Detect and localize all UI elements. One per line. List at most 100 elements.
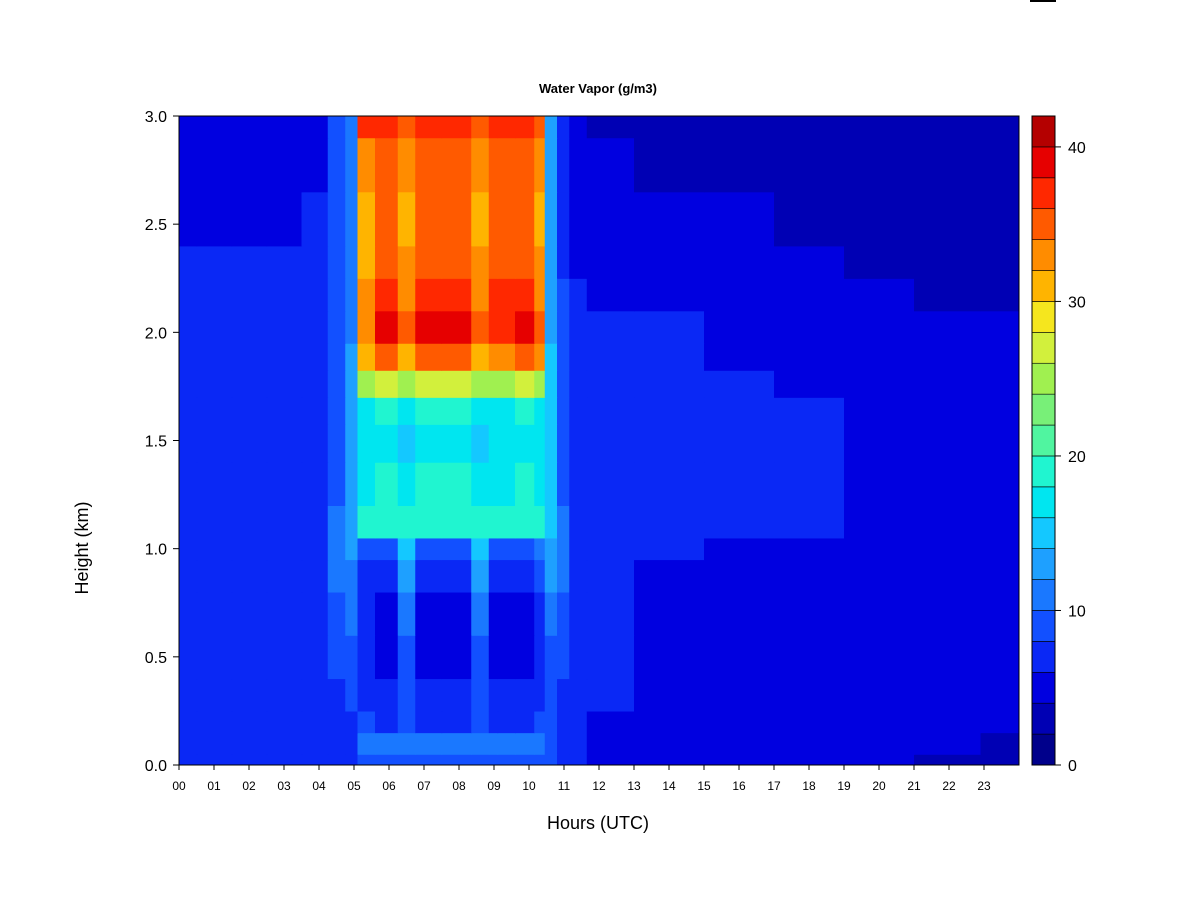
heatmap-cell [266,505,303,539]
heatmap-cell [497,732,516,755]
heatmap-cell [515,397,535,425]
heatmap-cell [375,245,399,279]
heatmap-cell [301,591,329,636]
heatmap-cell [980,635,1019,680]
heatmap-cell [266,343,303,371]
heatmap-cell [471,559,490,593]
heatmap-cell [327,137,346,193]
heatmap-cell [357,732,376,755]
heatmap-cell [515,343,535,371]
heatmap-cell [179,245,198,279]
heatmap-cell [980,537,1019,561]
heatmap-cell [534,278,546,312]
heatmap-cell [586,397,635,425]
heatmap-cell [569,732,588,755]
x-tick-label: 09 [487,779,501,793]
heatmap-cell [515,278,535,312]
heatmap-cell [586,462,635,506]
heatmap-cell [914,137,982,193]
heatmap-cell [569,505,588,539]
heatmap-cell [397,537,416,561]
heatmap-cell [179,462,198,506]
heatmap-cell [497,559,516,593]
heatmap-cell [557,278,570,312]
heatmap-cell [914,732,982,755]
heatmap-cell [196,343,233,371]
heatmap-cell [557,537,570,561]
heatmap-cell [844,310,915,344]
heatmap-cell [569,635,588,680]
heatmap-cell [569,678,588,712]
heatmap-cell [497,397,516,425]
heatmap-cell [844,397,915,425]
x-tick-label: 22 [942,779,956,793]
y-tick-label: 3.0 [145,109,167,126]
heatmap-cell [586,137,635,193]
colorbar-segment [1031,239,1056,271]
heatmap-cell [266,191,303,247]
heatmap-cell [441,310,472,344]
x-tick-label: 04 [312,779,326,793]
heatmap-cell [569,559,588,593]
heatmap-cell [327,397,346,425]
heatmap-cell [557,397,570,425]
heatmap-cell [179,732,198,755]
heatmap-cell [544,754,558,765]
heatmap-cell [634,635,705,680]
heatmap-cell [515,559,535,593]
heatmap-cell [327,370,346,398]
x-tick-label: 06 [382,779,396,793]
heatmap-cell [557,191,570,247]
x-tick-label: 19 [837,779,851,793]
heatmap-cell [357,397,376,425]
heatmap-cell [179,191,198,247]
heatmap-cell [488,710,499,734]
x-tick-label: 17 [767,779,781,793]
heatmap-cell [415,732,443,755]
heatmap-cell [544,591,558,636]
heatmap-cell [844,370,915,398]
heatmap-cell [634,137,705,193]
heatmap-cell [266,424,303,463]
heatmap-cell [231,710,268,734]
heatmap-cell [397,245,416,279]
heatmap-cell [327,462,346,506]
heatmap-cell [980,424,1019,463]
heatmap-cell [586,678,635,712]
heatmap-cell [774,278,845,312]
heatmap-cell [441,245,472,279]
heatmap-cell [497,370,516,398]
heatmap-cell [196,678,233,712]
heatmap-cell [327,678,346,712]
heatmap-cell [586,754,635,765]
heatmap-cell [441,343,472,371]
heatmap-cell [397,635,416,680]
heatmap-cell [415,343,443,371]
heatmap-cell [357,537,376,561]
heatmap-cell [488,191,499,247]
heatmap-cell [844,754,915,765]
heatmap-cell [844,343,915,371]
heatmap-cell [231,245,268,279]
heatmap-cell [704,559,775,593]
heatmap-cell [375,505,399,539]
colorbar-segment [1031,548,1056,580]
heatmap-cell [704,278,775,312]
heatmap-cell [634,191,705,247]
x-tick-label: 15 [697,779,711,793]
heatmap-cell [471,397,490,425]
heatmap-cell [569,462,588,506]
heatmap-cell [914,278,982,312]
heatmap-cell [231,732,268,755]
heatmap-cell [774,397,845,425]
heatmap-cell [231,424,268,463]
heatmap-cell [569,245,588,279]
heatmap-cell [471,635,490,680]
heatmap-cell [515,370,535,398]
heatmap-cell [441,732,472,755]
heatmap-cell [327,343,346,371]
heatmap-cell [397,310,416,344]
heatmap-cell [557,310,570,344]
x-tick-label: 13 [627,779,641,793]
heatmap-cell [497,137,516,193]
